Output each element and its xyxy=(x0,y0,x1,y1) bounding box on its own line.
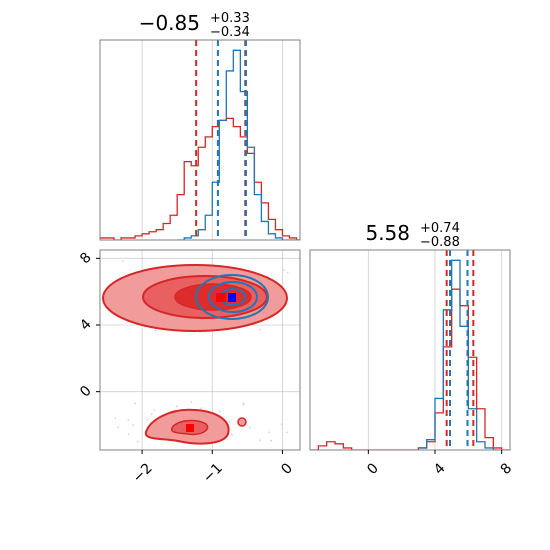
x-axis-ticks: 0 4 8 xyxy=(364,450,515,478)
scatter-point xyxy=(146,418,149,421)
red-peak-marker xyxy=(216,293,226,302)
red-contour-inner-fill xyxy=(174,283,252,311)
scatter-point xyxy=(286,271,289,274)
y-tick-label: 0 xyxy=(77,383,95,401)
histogram-series xyxy=(100,49,300,240)
blue-peak-marker xyxy=(228,293,236,302)
panel-frame xyxy=(309,249,511,451)
scatter-point xyxy=(258,328,261,331)
param2-title-value: 5.58 xyxy=(365,221,410,245)
scatter-point xyxy=(218,410,221,413)
y-tick-label: 8 xyxy=(77,250,95,268)
blue-contour-outer xyxy=(195,274,269,320)
x-tick-label: 0 xyxy=(278,460,296,478)
scatter-point xyxy=(231,433,233,436)
scatter-point xyxy=(127,419,130,422)
scatter-point xyxy=(137,440,139,443)
marginal-panel-param1: −0.85 +0.33 −0.34 xyxy=(99,11,301,241)
red-histogram-step xyxy=(310,288,510,450)
param1-title-minus: −0.34 xyxy=(210,25,250,40)
contour-series xyxy=(102,264,288,445)
panel-frame xyxy=(99,39,301,241)
panel-frame xyxy=(99,249,301,451)
scatter-point xyxy=(117,426,120,429)
scatter-point xyxy=(248,426,251,429)
y-tick-label: 4 xyxy=(77,316,95,334)
scatter-point xyxy=(258,439,261,442)
x-tick-label: −1 xyxy=(200,460,226,486)
param1-title-plus: +0.33 xyxy=(210,11,250,26)
x-axis-ticks: −2 −1 0 xyxy=(130,450,296,486)
scatter-point xyxy=(150,413,153,416)
marginal-panel-param2: 0 4 8 5.58 +0.74 −0.88 xyxy=(309,221,515,478)
quantile-lines xyxy=(445,250,475,450)
scatter-point xyxy=(134,402,137,405)
scatter-point xyxy=(132,424,135,426)
scatter-point xyxy=(270,439,273,442)
blue-histogram-step xyxy=(177,49,300,240)
scatter-point xyxy=(286,431,288,434)
histogram-series xyxy=(310,259,510,450)
red-histogram-step xyxy=(100,117,300,240)
red-secondary-peak-marker xyxy=(186,424,194,432)
quantile-lines xyxy=(195,40,247,240)
scatter-point xyxy=(114,417,117,420)
red-small-blob xyxy=(237,417,247,427)
scatter-point xyxy=(280,423,283,426)
scatter-point xyxy=(268,431,271,434)
scatter-point xyxy=(200,407,202,410)
param1-title-value: −0.85 xyxy=(139,11,200,35)
blue-histogram-step xyxy=(418,259,502,450)
scatter-point xyxy=(154,329,157,332)
x-tick-label: −2 xyxy=(130,460,156,486)
y-axis-ticks: 0 4 8 xyxy=(77,250,100,401)
scatter-point xyxy=(228,420,231,423)
scatter-point xyxy=(127,433,130,436)
x-tick-label: 0 xyxy=(364,460,382,478)
param2-title-minus: −0.88 xyxy=(420,235,460,250)
scatter-point xyxy=(153,409,156,411)
scatter-point xyxy=(242,403,245,406)
joint-panel: −2 −1 0 0 4 8 xyxy=(77,249,301,486)
x-tick-label: 8 xyxy=(498,460,516,478)
param2-title-plus: +0.74 xyxy=(420,221,460,236)
scatter-point xyxy=(190,401,193,403)
x-tick-label: 4 xyxy=(431,460,449,478)
blue-contour-mid xyxy=(208,281,258,313)
scatter-point xyxy=(176,405,178,408)
scatter-point xyxy=(283,269,285,271)
scatter-point xyxy=(121,259,124,262)
